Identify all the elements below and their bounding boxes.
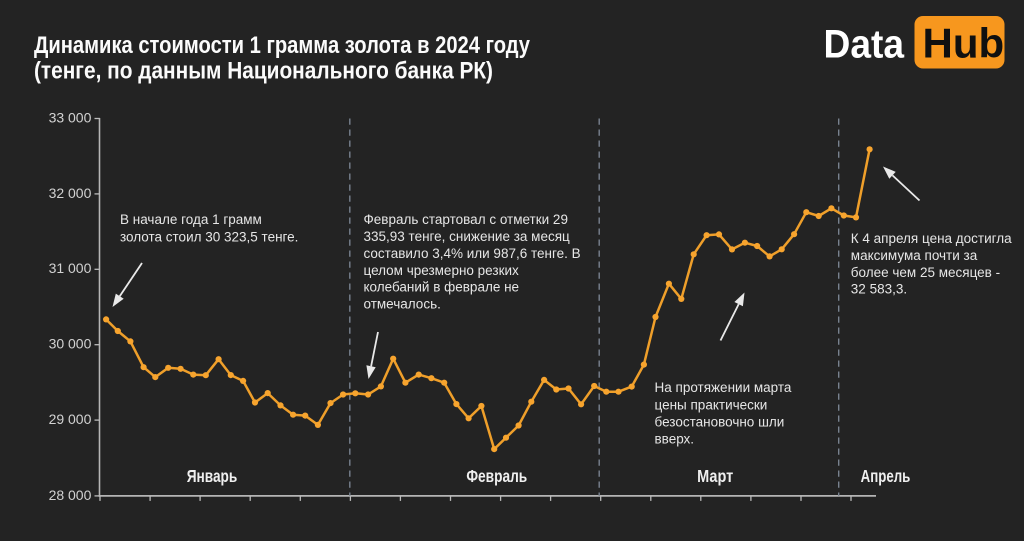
- svg-text:отмечалось.: отмечалось.: [364, 297, 441, 312]
- svg-text:максимума почти за: максимума почти за: [851, 248, 978, 263]
- svg-text:безостановочно шли: безостановочно шли: [655, 414, 785, 429]
- svg-text:золота стоил 30 323,5 тенге.: золота стоил 30 323,5 тенге.: [120, 230, 298, 245]
- svg-text:30 000: 30 000: [49, 336, 92, 352]
- svg-text:целом чрезмерно резких: целом чрезмерно резких: [364, 263, 520, 278]
- svg-text:Март: Март: [697, 466, 733, 486]
- svg-text:К 4 апреля цена достигла: К 4 апреля цена достигла: [851, 231, 1012, 246]
- svg-text:Апрель: Апрель: [861, 466, 911, 486]
- svg-text:33 000: 33 000: [49, 109, 92, 125]
- svg-text:31 000: 31 000: [49, 260, 92, 276]
- svg-text:цены практически: цены практически: [655, 397, 768, 412]
- svg-text:29 000: 29 000: [49, 411, 92, 427]
- svg-text:Динамика стоимости 1 грамма зо: Динамика стоимости 1 грамма золота в 202…: [34, 32, 531, 59]
- svg-text:Январь: Январь: [187, 466, 238, 486]
- svg-text:28 000: 28 000: [49, 487, 92, 503]
- svg-text:составило 3,4% или 987,6 тенге: составило 3,4% или 987,6 тенге. В: [364, 246, 581, 261]
- svg-text:335,93 тенге, снижение за меся: 335,93 тенге, снижение за месяц: [364, 229, 571, 244]
- svg-text:32 583,3.: 32 583,3.: [851, 282, 907, 297]
- svg-text:Февраль: Февраль: [466, 466, 527, 486]
- svg-text:32 000: 32 000: [49, 185, 92, 201]
- svg-text:(тенге, по данным Национальног: (тенге, по данным Национального банка РК…: [34, 57, 493, 84]
- svg-text:колебаний в феврале не: колебаний в феврале не: [364, 280, 520, 295]
- svg-text:вверх.: вверх.: [655, 432, 695, 447]
- svg-text:В начале года 1 грамм: В начале года 1 грамм: [120, 212, 262, 227]
- svg-text:Data: Data: [824, 22, 905, 66]
- svg-text:На протяжении марта: На протяжении марта: [655, 380, 792, 395]
- svg-text:Февраль стартовал с отметки 29: Февраль стартовал с отметки 29: [364, 212, 568, 227]
- svg-text:Hub: Hub: [923, 20, 1005, 67]
- svg-text:более чем 25 месяцев -: более чем 25 месяцев -: [851, 265, 1000, 280]
